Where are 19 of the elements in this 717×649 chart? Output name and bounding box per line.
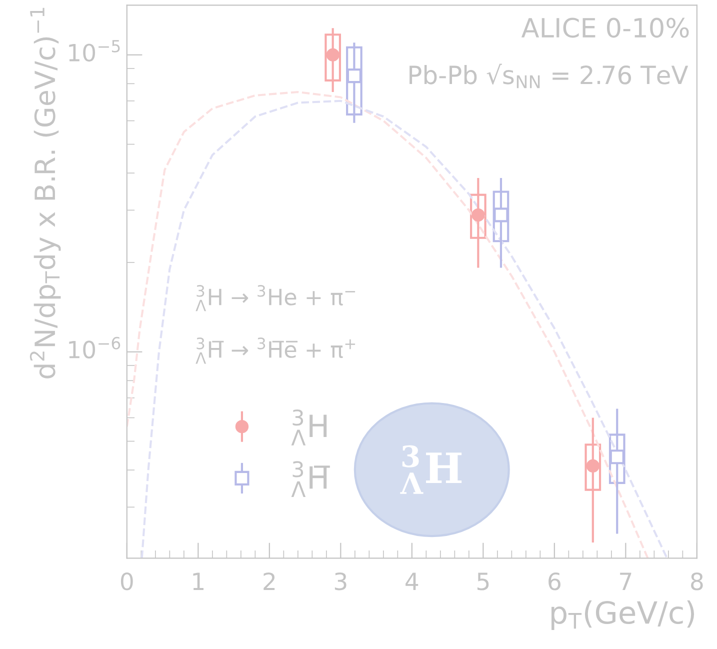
y-axis-title: d$^{2}$N/dp$_{T}$dy x B.R. (GeV/c)$^{−1}$ [30, 8, 61, 378]
x-tick-label: 1 [193, 572, 204, 590]
x-tick-label: 8 [691, 572, 703, 590]
y-tick-label: 10$^{−5}$ [69, 40, 120, 62]
legend-label: $^{3}$$_{Λ}$H [291, 409, 327, 446]
x-tick-label: 5 [477, 572, 489, 590]
y-tick-label: 10$^{−6}$ [69, 336, 120, 359]
annotation: ALICE 0-10% [521, 18, 689, 38]
x-tick-label: 0 [120, 572, 133, 590]
annotation: Pb-Pb √s$_{NN}$ = 2.76 TeV [410, 64, 688, 88]
x-tick-label: 3 [334, 572, 346, 590]
x-axis-title: p$_{T}$(GeV/c) [552, 600, 694, 630]
legend-label: $^{3}$$_{Λ}$H̅ [291, 461, 330, 498]
annotation: $^{3}$$_{Λ}$H → $^{3}$He + π$^{−}$ [196, 285, 356, 312]
annotation: $^{3}$$_{Λ}$H̅ → $^{3}$H̅e̅ + π$^{+}$ [196, 338, 356, 364]
x-tick-label: 6 [548, 572, 560, 590]
x-tick-label: 7 [620, 572, 632, 590]
x-tick-label: 2 [264, 572, 275, 590]
x-tick-label: 4 [406, 572, 418, 590]
